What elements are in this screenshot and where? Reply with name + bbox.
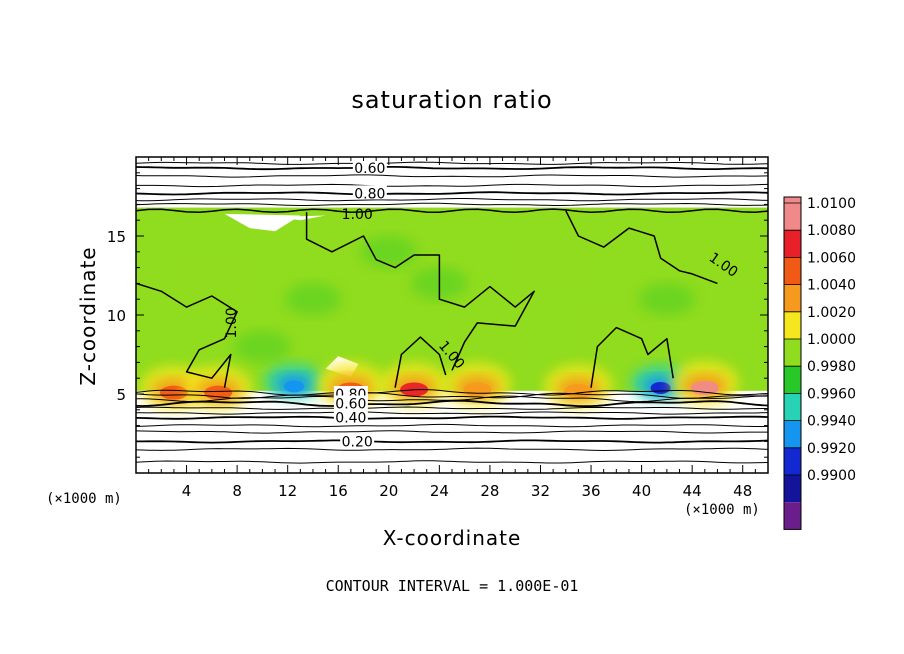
- contour-line: [136, 439, 768, 444]
- svg-text:1.00: 1.00: [342, 207, 373, 223]
- colorbar-label: 0.9920: [807, 441, 856, 457]
- x-tick-label: 40: [632, 482, 651, 500]
- field-texture: [360, 235, 417, 268]
- contour-label: 0.40: [333, 409, 368, 427]
- contour-line: [136, 191, 768, 196]
- contour-line: [565, 210, 718, 285]
- colorbar-swatch: [784, 230, 801, 258]
- x-tick-label: 32: [531, 482, 550, 500]
- colorbar-label: 0.9960: [807, 386, 856, 402]
- contour-line: [136, 447, 768, 452]
- contour-line: [136, 202, 768, 206]
- svg-text:0.60: 0.60: [354, 161, 385, 177]
- colorbar-label: 1.0100: [807, 196, 856, 212]
- field-texture: [234, 330, 291, 363]
- contour-label: 1.00: [224, 307, 240, 338]
- contour-label: 0.80: [352, 185, 387, 202]
- contour-line: [136, 174, 768, 178]
- colorbar-swatch: [784, 339, 801, 367]
- hotspot: [264, 363, 324, 400]
- colorbar-swatch: [784, 311, 801, 339]
- x-tick-label: 8: [232, 482, 242, 500]
- colorbar-swatch: [784, 447, 801, 475]
- colorbar-label: 1.0000: [807, 332, 856, 348]
- colorbar-swatch: [784, 420, 801, 448]
- contour-line: [136, 460, 768, 464]
- x-tick-label: 36: [581, 482, 600, 500]
- contour-line: [136, 389, 768, 396]
- contour-line: [136, 282, 238, 388]
- svg-text:0.20: 0.20: [342, 434, 373, 450]
- colorbar-swatch: [784, 284, 801, 312]
- y-tick-label: 5: [116, 386, 126, 404]
- x-axis-label: X-coordinate: [382, 526, 522, 550]
- contour-label: 0.60: [352, 160, 387, 177]
- contour-interval-note: CONTOUR INTERVAL = 1.000E-01: [325, 577, 579, 595]
- colorbar-swatch: [784, 393, 801, 421]
- contour-line: [136, 411, 768, 415]
- contour-line: [136, 399, 768, 408]
- y-tick-label: 10: [107, 307, 126, 325]
- x-axis-unit: (×1000 m): [684, 502, 760, 518]
- contour-line: [136, 183, 768, 188]
- colorbar: 1.0100 1.0080 1.0060 1.0040 1.0020 1.0000 0.99…: [783, 196, 856, 530]
- colorbar-swatch: [784, 475, 801, 503]
- contour-line: [136, 166, 768, 171]
- contour-line: [136, 406, 768, 410]
- x-tick-label: 44: [683, 482, 702, 500]
- colorbar-label: 0.9900: [807, 468, 856, 484]
- svg-text:0.60: 0.60: [335, 396, 366, 412]
- contour-line: [394, 336, 447, 388]
- field-texture: [461, 330, 518, 363]
- dry-patch: [224, 213, 301, 232]
- colorbar-swatch: [784, 257, 801, 285]
- chart-title: saturation ratio: [351, 86, 553, 114]
- colorbar-label: 1.0020: [807, 305, 856, 321]
- field-texture: [525, 251, 582, 284]
- colorbar-label: 1.0060: [807, 250, 856, 266]
- x-tick-label: 12: [278, 482, 297, 500]
- field-texture: [689, 251, 746, 284]
- plot-area: 0.600.801.001.001.001.000.800.600.400.20: [136, 160, 768, 464]
- colorbar-swatch: [784, 366, 801, 394]
- colorbar-swatch: [784, 502, 801, 530]
- field-texture: [638, 283, 695, 316]
- contour-line: [590, 326, 674, 388]
- contour-line: [136, 423, 768, 428]
- contour-label: 0.20: [340, 433, 375, 450]
- contour-label: 0.60: [333, 395, 368, 412]
- hotspot: [544, 364, 613, 409]
- x-tick-label: 4: [182, 482, 192, 500]
- x-tick-label: 16: [329, 482, 348, 500]
- colorbar-label: 0.9940: [807, 414, 856, 430]
- hotspot: [380, 362, 449, 407]
- field-texture: [588, 314, 645, 347]
- x-tick-label: 20: [379, 482, 398, 500]
- y-tick-label: 15: [107, 228, 126, 246]
- field-texture: [284, 283, 341, 316]
- svg-text:0.80: 0.80: [354, 186, 385, 202]
- svg-text:0.40: 0.40: [335, 411, 366, 427]
- contour-line: [136, 208, 768, 214]
- colorbar-label: 1.0040: [807, 278, 856, 294]
- contour-line: [136, 161, 768, 165]
- x-tick-label: 48: [733, 482, 752, 500]
- colorbar-swatch: [784, 197, 801, 231]
- contour-line: [305, 212, 535, 371]
- field-texture: [183, 267, 240, 300]
- svg-text:1.00: 1.00: [224, 307, 240, 338]
- dry-patch: [275, 215, 326, 221]
- colorbar-label: 1.0080: [807, 223, 856, 239]
- contour-line: [136, 392, 768, 399]
- contour-line: [136, 198, 768, 202]
- contour-line: [136, 430, 768, 434]
- x-tick-label: 24: [430, 482, 449, 500]
- contour-line: [136, 415, 768, 420]
- y-axis-unit: (×1000 m): [46, 491, 122, 507]
- x-tick-label: 28: [480, 482, 499, 500]
- contour-label: 1.00: [342, 207, 373, 223]
- colorbar-label: 0.9980: [807, 359, 856, 375]
